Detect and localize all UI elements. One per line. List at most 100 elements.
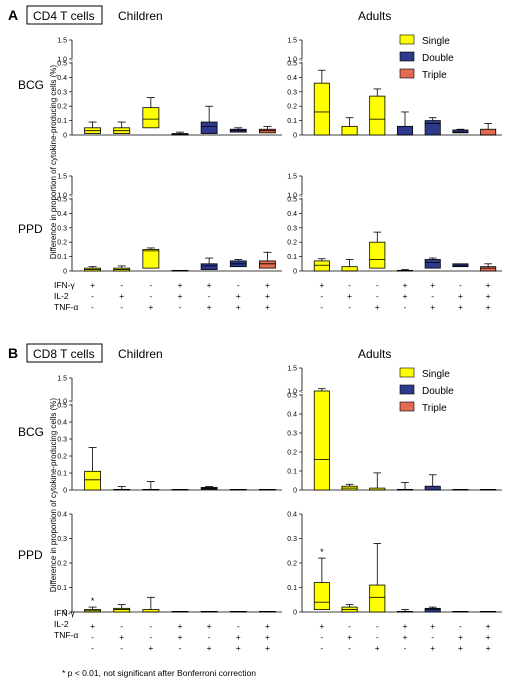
- combo-sign: +: [430, 302, 435, 312]
- box-plot-a-adults-bcg: 0 0.1 0.2 0.3 0.4 0.51.0 1.5: [287, 38, 502, 140]
- significance-star: *: [320, 547, 324, 557]
- box: [313, 260, 330, 272]
- combo-sign: +: [403, 621, 408, 631]
- significance-star: *: [91, 596, 95, 606]
- combo-sign: +: [430, 280, 435, 290]
- row-label-ifn-b: IFN-γ: [54, 608, 76, 618]
- combo-sign: -: [459, 621, 462, 631]
- combo-sign: +: [265, 291, 270, 301]
- footnote: * p < 0.01, not significant after Bonfer…: [62, 668, 256, 678]
- cell-type-label-a: CD4 T cells: [33, 9, 95, 23]
- y-tick-label: 0.4: [287, 412, 297, 419]
- stimulus-label-a-bcg: BCG: [18, 78, 44, 92]
- y-tick-label: 0: [293, 269, 297, 276]
- row-label-tnf-b: TNF-α: [54, 630, 78, 640]
- combo-sign: +: [403, 291, 408, 301]
- box: [200, 263, 218, 270]
- y-tick-label: 0.3: [57, 225, 67, 232]
- box: [113, 607, 131, 613]
- combo-sign: -: [179, 302, 182, 312]
- y-tick-label: 0: [293, 488, 297, 495]
- y-tick-label: 0.3: [57, 89, 67, 96]
- combo-sign: +: [265, 302, 270, 312]
- y-tick-label: 0: [293, 610, 297, 617]
- y-tick-label: 1.0: [287, 389, 297, 396]
- group-label-b-adults: Adults: [358, 347, 391, 361]
- combo-sign: -: [120, 302, 123, 312]
- combo-sign: -: [149, 621, 152, 631]
- y-tick-label: 0.2: [287, 561, 297, 568]
- combo-sign: +: [265, 643, 270, 653]
- legend-swatch-single: [399, 367, 415, 378]
- panel-letter-b: B: [8, 345, 18, 361]
- y-tick-label: 0: [63, 133, 67, 140]
- combo-sign: -: [431, 291, 434, 301]
- y-tick-label: 0.1: [287, 585, 297, 592]
- box: [424, 259, 441, 269]
- y-tick-label: 0.3: [287, 225, 297, 232]
- row-label-ifn-a: IFN-γ: [54, 280, 76, 290]
- combo-sign: -: [91, 643, 94, 653]
- cell-type-label-b: CD8 T cells: [33, 347, 95, 361]
- combo-sign: +: [430, 621, 435, 631]
- combo-sign: +: [236, 632, 241, 642]
- box: [142, 107, 160, 129]
- combo-sign: +: [319, 621, 324, 631]
- stimulus-label-b-ppd: PPD: [18, 548, 43, 562]
- box-plot-b-adults-bcg: 0 0.1 0.2 0.3 0.4 0.51.0 1.5: [287, 366, 502, 495]
- combo-sign: +: [178, 280, 183, 290]
- combo-sign: -: [120, 643, 123, 653]
- y-axis-title-a: Difference in proportion of cytokine-pro…: [49, 65, 58, 260]
- legend-b: Single Double Triple: [399, 367, 454, 414]
- combo-sign: -: [320, 302, 323, 312]
- row-label-tnf-a: TNF-α: [54, 302, 78, 312]
- y-tick-label: 0.1: [287, 118, 297, 125]
- y-tick-label: 0.1: [57, 118, 67, 125]
- y-tick-label: 1.0: [57, 399, 67, 406]
- combo-sign: +: [375, 643, 380, 653]
- y-tick-label: 0.2: [57, 104, 67, 111]
- box: [369, 584, 386, 613]
- y-tick-label: 0.3: [57, 536, 67, 543]
- combo-sign: -: [120, 621, 123, 631]
- y-tick-label: 0.3: [287, 89, 297, 96]
- box-plot-a-children-ppd: 00.10.20.30.40.51.01.5+---+---+++-+-+-++…: [57, 174, 282, 312]
- y-tick-label: 0.2: [57, 240, 67, 247]
- box: [369, 241, 386, 269]
- y-tick-label: 0.1: [57, 585, 67, 592]
- combo-sign: +: [207, 280, 212, 290]
- legend-label-single: Single: [422, 369, 450, 380]
- box: [396, 125, 414, 136]
- y-tick-label: 0.4: [57, 512, 67, 519]
- box: [313, 582, 330, 610]
- combo-sign: +: [236, 302, 241, 312]
- combo-sign: -: [320, 643, 323, 653]
- y-tick-label: 0.1: [57, 471, 67, 478]
- combo-sign: -: [459, 280, 462, 290]
- combo-sign: +: [347, 291, 352, 301]
- y-tick-label: 0.4: [57, 75, 67, 82]
- y-tick-label: 0.2: [57, 454, 67, 461]
- combo-sign: -: [348, 621, 351, 631]
- y-tick-label: 0.1: [287, 254, 297, 261]
- combo-sign: +: [458, 291, 463, 301]
- combo-sign: +: [347, 632, 352, 642]
- y-axis-title-b: Difference in proportion of cytokine-pro…: [49, 398, 58, 593]
- y-tick-label: 1.5: [57, 38, 67, 45]
- y-tick-label: 1.0: [57, 57, 67, 64]
- legend-swatch-single: [399, 34, 415, 45]
- combo-sign: +: [458, 643, 463, 653]
- box: [313, 390, 330, 491]
- y-tick-label: 1.0: [287, 193, 297, 200]
- combo-sign: -: [91, 302, 94, 312]
- box: [200, 121, 218, 134]
- box: [424, 607, 441, 613]
- y-tick-label: 1.0: [57, 193, 67, 200]
- combo-sign: -: [376, 280, 379, 290]
- box-plot-b-adults-ppd: 00.10.20.30.4*+---+---+++-+-+-+++++: [287, 512, 502, 653]
- box: [480, 128, 497, 136]
- combo-sign: +: [486, 291, 491, 301]
- box: [424, 120, 441, 136]
- y-tick-label: 0: [293, 133, 297, 140]
- box: [341, 125, 358, 136]
